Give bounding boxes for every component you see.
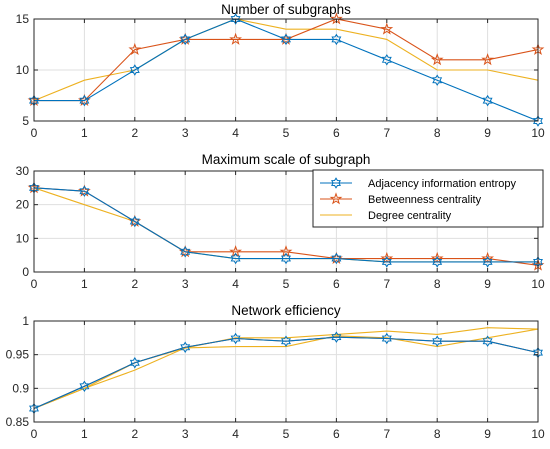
x-tick-label: 1 xyxy=(81,277,88,291)
data-point-betweenness-centrality xyxy=(380,251,394,264)
x-tick-label: 1 xyxy=(81,126,88,140)
data-point-adjacency-information-entropy xyxy=(281,335,291,347)
data-point-betweenness-centrality xyxy=(430,53,444,66)
series-line-adjacency-information-entropy xyxy=(33,336,539,410)
data-point-betweenness-centrality xyxy=(481,53,494,66)
y-tick-label: 0.9 xyxy=(12,381,29,395)
x-tick-label: 7 xyxy=(383,277,390,291)
data-point-adjacency-information-entropy xyxy=(129,357,140,369)
data-point-adjacency-information-entropy xyxy=(482,94,493,107)
legend-marker-pentagram xyxy=(329,192,343,205)
legend-label-adjacency: Adjacency information entropy xyxy=(368,178,516,190)
x-tick-label: 4 xyxy=(232,277,239,291)
x-tick-label: 9 xyxy=(484,126,491,140)
x-tick-label: 3 xyxy=(182,427,189,441)
data-point-adjacency-information-entropy xyxy=(129,64,140,76)
data-point-adjacency-information-entropy xyxy=(331,33,342,46)
y-tick-label: 20 xyxy=(16,198,30,212)
data-point-adjacency-information-entropy xyxy=(79,94,90,107)
data-point-adjacency-information-entropy xyxy=(331,252,342,265)
x-tick-label: 2 xyxy=(131,126,138,140)
subplot-title: Number of subgraphs xyxy=(221,2,351,17)
data-point-adjacency-information-entropy xyxy=(381,256,392,268)
legend-label-degree: Degree centrality xyxy=(368,210,452,222)
y-tick-label: 15 xyxy=(16,12,30,26)
data-point-adjacency-information-entropy xyxy=(381,54,392,66)
legend: Adjacency information entropy Betweennes… xyxy=(312,169,544,228)
y-tick-label: 0 xyxy=(22,265,29,279)
x-tick-label: 0 xyxy=(31,277,38,291)
x-tick-label: 6 xyxy=(333,427,340,441)
data-point-adjacency-information-entropy xyxy=(230,332,241,345)
data-point-adjacency-information-entropy xyxy=(482,256,493,268)
x-tick-label: 3 xyxy=(182,277,189,291)
x-tick-label: 5 xyxy=(283,277,290,291)
data-point-adjacency-information-entropy xyxy=(129,215,140,228)
data-point-adjacency-information-entropy xyxy=(180,341,191,353)
x-tick-label: 6 xyxy=(333,277,340,291)
x-tick-label: 9 xyxy=(484,277,491,291)
data-point-adjacency-information-entropy xyxy=(381,332,392,345)
data-point-adjacency-information-entropy xyxy=(230,13,241,25)
y-tick-label: 10 xyxy=(16,63,30,77)
x-tick-label: 3 xyxy=(182,126,189,140)
data-point-adjacency-information-entropy xyxy=(432,335,443,347)
series-line-adjacency-information-entropy xyxy=(34,18,539,122)
x-tick-label: 7 xyxy=(383,427,390,441)
data-point-adjacency-information-entropy xyxy=(281,252,291,265)
x-tick-label: 1 xyxy=(81,427,88,441)
data-point-adjacency-information-entropy xyxy=(432,256,443,268)
x-tick-label: 10 xyxy=(531,277,545,291)
x-tick-label: 8 xyxy=(434,277,441,291)
x-tick-label: 5 xyxy=(283,427,290,441)
y-tick-label: 10 xyxy=(16,231,30,245)
data-point-adjacency-information-entropy xyxy=(180,246,191,258)
data-point-betweenness-centrality xyxy=(128,42,142,56)
legend-marker-adjacency xyxy=(331,177,341,189)
x-tick-label: 4 xyxy=(232,126,239,140)
x-tick-label: 8 xyxy=(434,427,441,441)
data-point-betweenness-centrality xyxy=(229,32,242,45)
x-tick-label: 8 xyxy=(434,126,441,140)
data-point-adjacency-information-entropy xyxy=(79,185,90,197)
x-tick-label: 2 xyxy=(131,427,138,441)
data-point-adjacency-information-entropy xyxy=(432,74,443,86)
y-tick-label: 1 xyxy=(22,314,29,328)
series-line-adjacency-information-entropy xyxy=(33,187,538,263)
legend-label-betweenness: Betweenness centrality xyxy=(368,194,482,206)
data-point-adjacency-information-entropy xyxy=(180,33,191,46)
x-tick-label: 0 xyxy=(31,427,38,441)
subplot-network-efficiency: Network efficiency 0 1 2 3 4 5 6 7 8 9 10 0.85 0.9 0.… xyxy=(6,303,545,441)
subplot-number-of-subgraphs: Number of subgraphs 0 1 2 3 4 5 6 7 8 9 10 5 10 15 xyxy=(16,2,545,140)
data-point-adjacency-information-entropy xyxy=(79,380,90,393)
series-line-degree-variant xyxy=(33,327,539,410)
data-point-betweenness-centrality xyxy=(430,251,444,264)
subplot-title: Network efficiency xyxy=(231,303,341,318)
y-tick-label: 30 xyxy=(16,164,30,178)
legend-marker-hexagram xyxy=(331,177,341,189)
series-line-degree-centrality xyxy=(33,18,539,102)
x-tick-label: 5 xyxy=(283,126,290,140)
subplot-title: Maximum scale of subgraph xyxy=(202,152,371,167)
x-tick-label: 10 xyxy=(531,427,545,441)
data-point-betweenness-centrality xyxy=(380,22,394,35)
data-point-adjacency-information-entropy xyxy=(533,115,543,127)
data-point-adjacency-information-entropy xyxy=(281,33,291,46)
legend-marker-betweenness xyxy=(329,192,343,205)
y-tick-label: 0.95 xyxy=(6,348,30,362)
data-point-adjacency-information-entropy xyxy=(331,331,342,343)
x-tick-label: 6 xyxy=(333,126,340,140)
data-point-adjacency-information-entropy xyxy=(482,335,493,347)
x-tick-label: 10 xyxy=(531,126,545,140)
x-tick-label: 0 xyxy=(31,126,38,140)
y-tick-label: 0.85 xyxy=(6,415,30,429)
x-tick-label: 9 xyxy=(484,427,491,441)
data-point-betweenness-centrality xyxy=(481,251,494,264)
data-point-adjacency-information-entropy xyxy=(230,252,241,265)
x-tick-label: 4 xyxy=(232,427,239,441)
y-tick-label: 5 xyxy=(22,114,29,128)
x-tick-label: 7 xyxy=(383,126,390,140)
x-tick-label: 2 xyxy=(131,277,138,291)
